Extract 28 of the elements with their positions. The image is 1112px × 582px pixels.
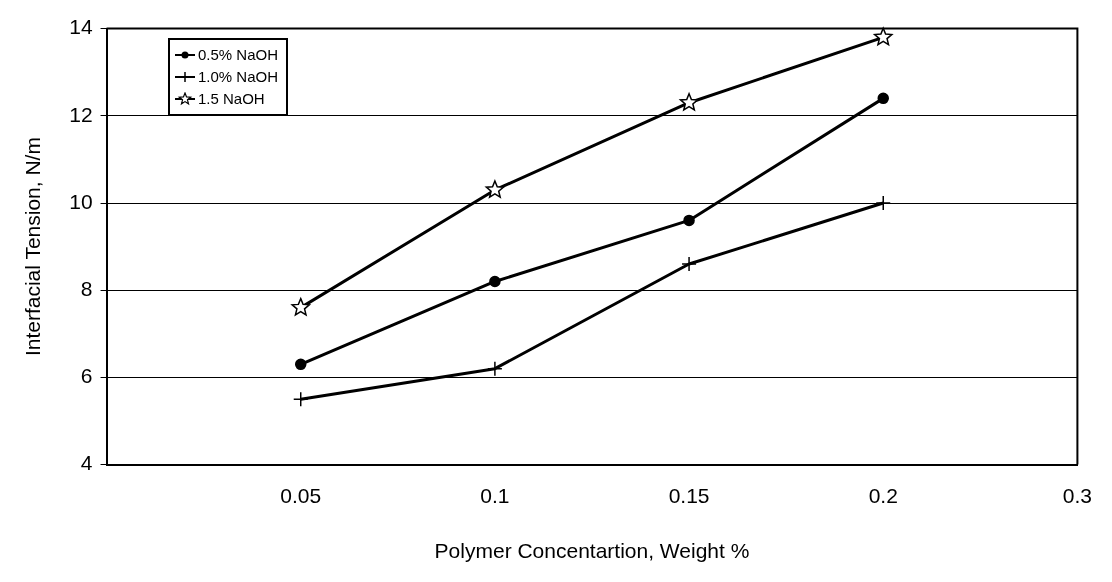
point: [294, 358, 307, 371]
point: [683, 214, 695, 227]
point: [679, 92, 699, 111]
legend-label: 1.0% NaOH: [198, 67, 279, 87]
y-tick-label: 8: [80, 277, 93, 300]
x-tick-label: 0.05: [280, 484, 322, 507]
y-axis-title: Interfacial Tension, N/m: [21, 137, 45, 357]
x-tick-label: 0.2: [868, 484, 898, 507]
y-tick-label: 10: [69, 189, 93, 213]
point: [292, 391, 309, 407]
y-tick-label: 12: [69, 102, 93, 126]
y-tick-label: 14: [69, 15, 93, 39]
legend-label: 0.5% NaOH: [198, 45, 279, 65]
point: [877, 92, 889, 105]
y-tick-label: 4: [80, 451, 93, 475]
point: [487, 360, 503, 377]
x-tick-label: 0.3: [1062, 484, 1093, 507]
x-tick-label: 0.15: [668, 484, 710, 507]
point: [489, 275, 501, 288]
point: [875, 195, 891, 211]
point: [681, 256, 697, 272]
x-tick-label: 0.1: [480, 484, 510, 507]
point: [291, 297, 311, 316]
legend-label: 1.5 NaOH: [198, 89, 265, 109]
x-axis-title: Polymer Concentartion, Weight %: [434, 539, 750, 563]
point: [873, 27, 893, 46]
y-tick-label: 6: [80, 364, 93, 388]
point: [485, 180, 505, 198]
